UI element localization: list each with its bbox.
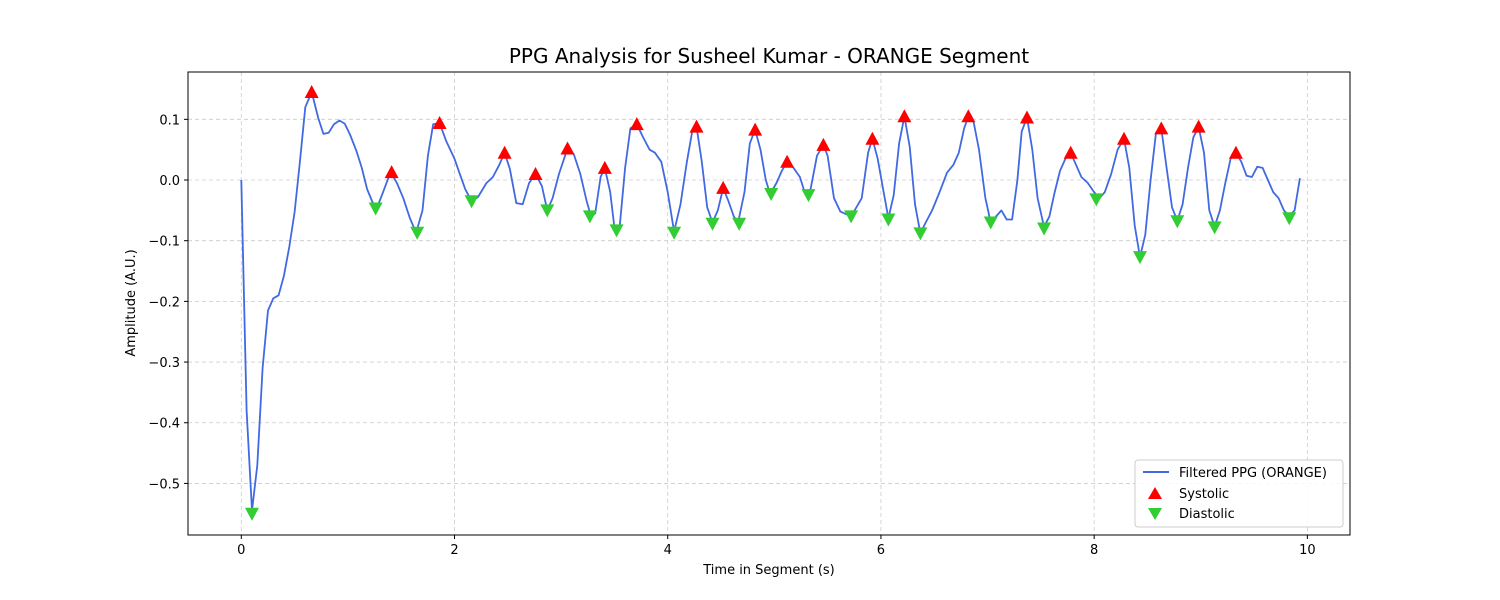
diastolic-marker (801, 189, 816, 203)
x-axis-label: Time in Segment (s) (702, 563, 834, 578)
y-axis-label: Amplitude (A.U.) (124, 249, 139, 356)
x-tick-label: 10 (1299, 543, 1316, 558)
diastolic-marker (732, 217, 747, 231)
x-tick-label: 0 (237, 543, 245, 558)
plot-frame (187, 71, 1351, 536)
diastolic-marker (844, 210, 859, 224)
y-tick-label: 0.0 (159, 174, 180, 189)
legend-label-diastolic: Diastolic (1179, 507, 1235, 522)
systolic-marker (528, 166, 543, 180)
systolic-marker (1191, 119, 1206, 133)
tick-layer: 0 2 4 6 8 10 0.1 0.0 −0.1 −0.2 −0.3 −0.4 −0.5 (148, 113, 1315, 558)
y-tick-label: −0.5 (148, 477, 180, 492)
diastolic-marker (540, 204, 555, 218)
x-tick-label: 6 (877, 543, 885, 558)
diastolic-marker (1170, 215, 1185, 229)
diastolic-marker (667, 226, 682, 240)
legend: Filtered PPG (ORANGE) Systolic Diastolic (1134, 459, 1344, 528)
diastolic-marker (983, 216, 998, 230)
series-layer (240, 85, 1301, 521)
diastolic-marker (244, 507, 259, 521)
systolic-marker (897, 109, 912, 123)
systolic-marker (629, 117, 644, 131)
systolic-marker (748, 122, 763, 136)
diastolic-marker (705, 217, 720, 231)
diastolic-marker (881, 213, 896, 227)
systolic-marker (780, 154, 795, 168)
diastolic-marker (1207, 221, 1222, 235)
systolic-marker (304, 85, 319, 99)
legend-diastolic-marker (1148, 508, 1162, 520)
y-tick-label: −0.2 (148, 295, 180, 310)
diastolic-marker (410, 226, 425, 240)
systolic-marker (816, 137, 831, 151)
diastolic-marker (368, 202, 383, 216)
x-tick-label: 4 (664, 543, 672, 558)
systolic-marker (716, 180, 731, 194)
systolic-marker (1063, 145, 1078, 159)
y-tick-label: −0.3 (148, 356, 180, 371)
systolic-marker (497, 145, 512, 159)
diastolic-marker (1037, 222, 1052, 236)
diastolic-marker (1089, 193, 1104, 207)
systolic-marker (1154, 121, 1169, 135)
diastolic-marker (1282, 212, 1297, 226)
diastolic-marker (1132, 251, 1147, 265)
diastolic-marker (913, 227, 928, 241)
chart-title: PPG Analysis for Susheel Kumar - ORANGE … (509, 44, 1029, 68)
systolic-marker (1228, 145, 1243, 159)
systolic-marker (865, 131, 880, 145)
y-tick-label: −0.1 (148, 235, 180, 250)
legend-label-line: Filtered PPG (ORANGE) (1179, 466, 1327, 481)
systolic-marker (432, 115, 447, 129)
systolic-marker (689, 119, 704, 133)
systolic-marker (1019, 110, 1034, 124)
legend-label-systolic: Systolic (1179, 487, 1229, 502)
diastolic-marker (582, 210, 597, 224)
y-tick-label: −0.4 (148, 417, 180, 432)
grid-layer (188, 72, 1350, 535)
diastolic-marker (464, 195, 479, 209)
x-tick-label: 8 (1090, 543, 1098, 558)
systolic-marker (384, 165, 399, 179)
diastolic-marker (609, 224, 624, 238)
systolic-marker (597, 160, 612, 174)
x-tick-label: 2 (450, 543, 458, 558)
legend-systolic-marker (1148, 487, 1162, 499)
diastolic-marker (764, 187, 779, 201)
systolic-marker (961, 109, 976, 123)
systolic-marker (1116, 131, 1131, 145)
legend-box (1134, 459, 1344, 528)
y-tick-label: 0.1 (159, 113, 180, 128)
systolic-marker (560, 141, 575, 155)
